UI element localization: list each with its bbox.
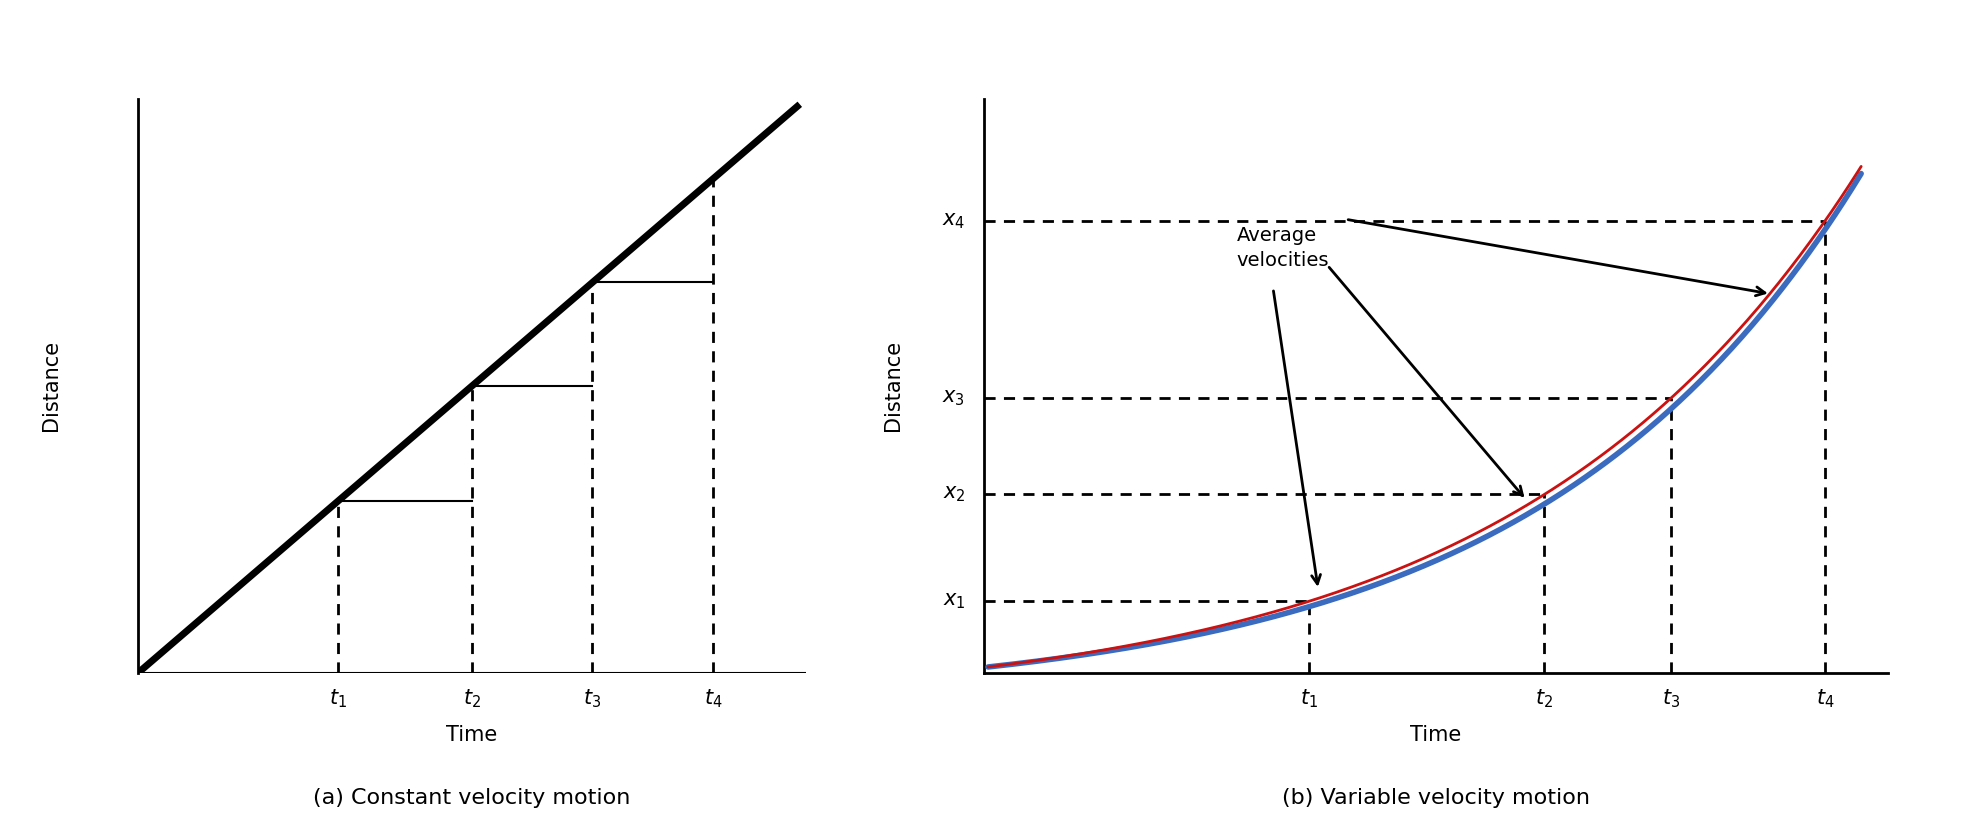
Text: Time: Time	[1410, 725, 1461, 745]
Text: $t_2$: $t_2$	[462, 688, 482, 710]
Text: $t_1$: $t_1$	[328, 688, 348, 710]
Text: $t_3$: $t_3$	[1662, 688, 1680, 710]
Text: $t_4$: $t_4$	[1816, 688, 1835, 710]
Text: (a) Constant velocity motion: (a) Constant velocity motion	[313, 788, 631, 808]
Text: $x_1$: $x_1$	[942, 591, 966, 611]
Text: (b) Variable velocity motion: (b) Variable velocity motion	[1282, 788, 1589, 808]
Text: $x_2$: $x_2$	[942, 484, 966, 504]
Text: $t_1$: $t_1$	[1300, 688, 1318, 710]
Text: $x_4$: $x_4$	[942, 211, 966, 231]
Text: $t_4$: $t_4$	[704, 688, 722, 710]
Text: Time: Time	[447, 725, 498, 745]
Text: $t_3$: $t_3$	[584, 688, 602, 710]
Text: Distance: Distance	[41, 341, 61, 431]
Text: $t_2$: $t_2$	[1536, 688, 1554, 710]
Text: Average
velocities: Average velocities	[1237, 226, 1330, 270]
Text: $x_3$: $x_3$	[942, 388, 966, 408]
Text: Distance: Distance	[883, 341, 903, 431]
